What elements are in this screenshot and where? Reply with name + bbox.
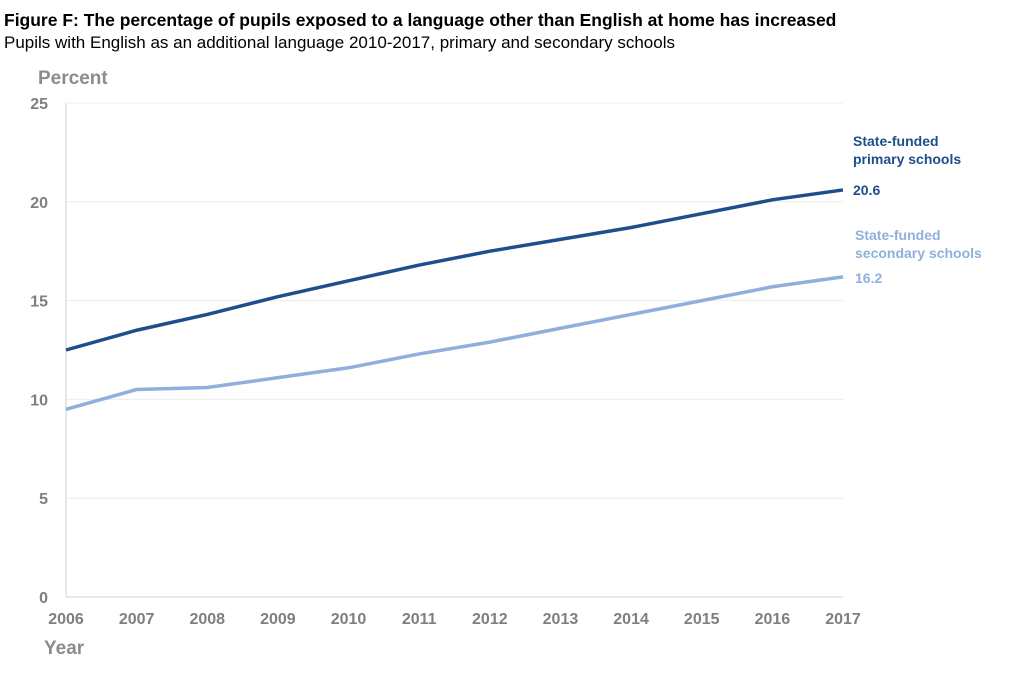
x-tick-label: 2016	[755, 611, 791, 628]
x-tick-label: 2006	[48, 611, 84, 628]
chart-title: Figure F: The percentage of pupils expos…	[4, 10, 837, 30]
y-tick-label: 10	[30, 392, 48, 409]
x-tick-label: 2013	[543, 611, 579, 628]
x-tick-label: 2011	[402, 611, 437, 628]
y-tick-label: 5	[39, 491, 48, 508]
secondary-series-label-1: State-funded	[855, 227, 941, 243]
y-tick-label: 25	[30, 96, 48, 113]
x-tick-label: 2012	[472, 611, 508, 628]
x-tick-label: 2009	[260, 611, 296, 628]
x-tick-label: 2015	[684, 611, 720, 628]
secondary-series-label-2: secondary schools	[855, 245, 982, 261]
secondary-end-value: 16.2	[855, 270, 882, 286]
secondary-schools-line	[65, 275, 844, 411]
x-tick-label: 2010	[331, 611, 367, 628]
x-tick-label: 2007	[119, 611, 155, 628]
y-tick-label: 0	[39, 590, 48, 607]
x-tick-label: 2014	[613, 611, 649, 628]
primary-schools-line	[65, 188, 844, 352]
x-tick-label: 2017	[825, 611, 861, 628]
primary-series-label-2: primary schools	[853, 151, 961, 167]
primary-end-value: 20.6	[853, 182, 880, 198]
y-tick-label: 20	[30, 195, 48, 212]
primary-series-label-1: State-funded	[853, 133, 939, 149]
y-axis-label: Percent	[38, 68, 108, 89]
x-axis-label: Year	[44, 638, 85, 659]
x-tick-label: 2008	[189, 611, 225, 628]
y-tick-label: 15	[30, 294, 48, 311]
chart-subtitle: Pupils with English as an additional lan…	[4, 33, 675, 52]
